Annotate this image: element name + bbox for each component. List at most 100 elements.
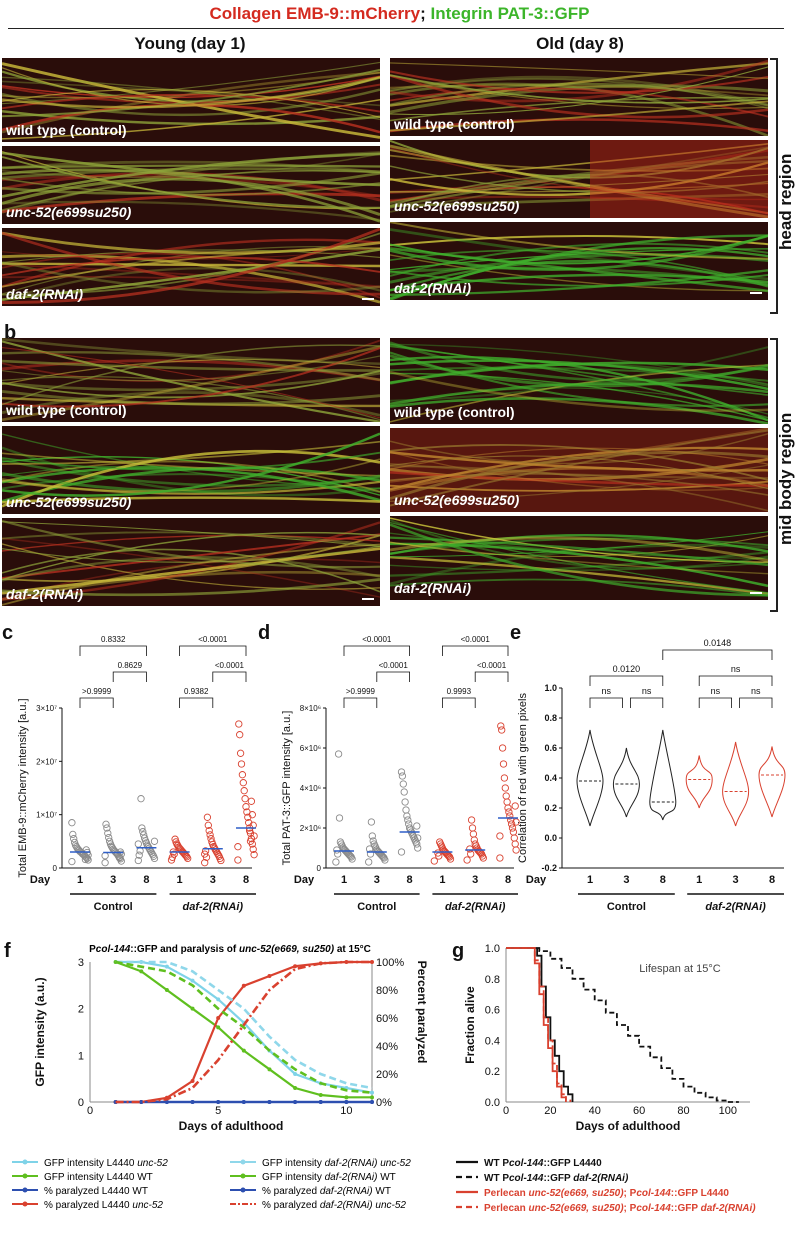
- significance-bracket: [589, 675, 664, 686]
- data-point: [402, 806, 410, 814]
- data-point: [399, 780, 407, 788]
- y-tick-label: 8×10⁶: [300, 704, 321, 713]
- y-right-axis-label: Percent paralyzed: [415, 961, 429, 1064]
- micrograph-fiber: [2, 452, 380, 477]
- micrograph-fiber: [390, 450, 768, 472]
- legend-span: ::GFP L4440: [671, 1188, 730, 1199]
- micrograph-label: wild type (control): [394, 404, 515, 420]
- x-row-label: Day: [294, 874, 315, 886]
- micrograph-texture: [2, 58, 380, 142]
- micrograph-b_young-2: daf-2(RNAi): [2, 518, 380, 606]
- legend-span: % paralyzed: [262, 1200, 320, 1211]
- legend-marker: [240, 1173, 246, 1179]
- group-label: Control: [607, 901, 646, 913]
- micrograph-fiber: [2, 578, 380, 597]
- micrograph-fiber: [390, 74, 768, 119]
- x-tick-label: 1: [587, 874, 593, 886]
- x-tick-label: 1: [439, 874, 445, 886]
- legend-span: col-144: [509, 1158, 544, 1169]
- legend-span: WT P: [484, 1158, 509, 1169]
- data-point: [207, 835, 215, 843]
- data-point: [398, 772, 407, 780]
- micrograph-fiber: [390, 160, 768, 209]
- micrograph-fiber: [390, 432, 768, 465]
- micrograph-fiber: [390, 578, 768, 597]
- p-value-label: >0.9999: [346, 687, 376, 696]
- series-marker: [370, 1100, 374, 1104]
- x-tick-label: 1: [341, 874, 347, 886]
- micrograph-fiber: [390, 156, 768, 205]
- data-point: [496, 832, 504, 840]
- x-tick-label: 20: [544, 1105, 556, 1117]
- data-point: [171, 835, 179, 843]
- survival-curve: [506, 947, 739, 1103]
- data-point: [430, 857, 438, 865]
- micrograph-fiber: [2, 252, 380, 299]
- y-tick-label: 2×10⁷: [36, 757, 57, 766]
- y-tick-label: 0.4: [485, 1035, 500, 1047]
- series-marker: [293, 1086, 298, 1090]
- micrograph-fiber: [390, 59, 768, 103]
- micrograph-fiber: [2, 160, 380, 174]
- p-value-label: 0.9382: [184, 687, 209, 696]
- legend-span: Perlecan: [484, 1203, 528, 1214]
- legend-span: ; P: [624, 1203, 637, 1214]
- micrograph-fiber: [2, 231, 380, 296]
- data-point: [336, 838, 345, 846]
- micrograph-fiber: [390, 247, 768, 300]
- significance-bracket: [79, 645, 147, 656]
- micrograph-texture: [390, 338, 768, 424]
- micrograph-fiber: [390, 537, 768, 555]
- micrograph-texture: [2, 146, 380, 224]
- data-point: [497, 722, 505, 730]
- micrograph-fiber: [2, 521, 380, 601]
- micrograph-fiber: [2, 466, 380, 502]
- y-right-tick-label: 80%: [376, 985, 398, 997]
- significance-bracket: [442, 697, 476, 708]
- mid-region-label: mid body region: [776, 412, 795, 545]
- micrograph-fiber: [2, 340, 380, 422]
- data-point: [469, 830, 478, 838]
- mid-region-bracket: [770, 338, 778, 612]
- group-label: daf-2(RNAi): [705, 901, 766, 913]
- micrograph-fiber: [390, 463, 768, 480]
- micrograph-fiber: [390, 234, 768, 247]
- y-tick-label: -0.2: [541, 863, 557, 873]
- legend-label: GFP intensity L4440 WT: [44, 1172, 153, 1183]
- data-point: [115, 854, 124, 862]
- legend-label: GFP intensity L4440 unc-52: [44, 1158, 168, 1169]
- panel-letter-g: g: [452, 940, 465, 962]
- data-point: [136, 847, 144, 855]
- series-marker: [344, 1100, 349, 1104]
- x-tick-label: 8: [505, 874, 511, 886]
- micrograph-texture: [2, 518, 380, 606]
- panel-letter-d: d: [258, 622, 271, 644]
- x-axis-label: Days of adulthood: [576, 1119, 681, 1133]
- violin: [649, 729, 677, 821]
- micrograph-fiber: [390, 523, 768, 597]
- data-point: [365, 858, 373, 866]
- data-point: [401, 798, 409, 806]
- micrograph-fiber: [390, 222, 768, 260]
- header-young: Young (day 1): [134, 34, 246, 53]
- significance-bracket: [589, 697, 623, 708]
- micrograph-label: wild type (control): [394, 116, 515, 132]
- y-tick-label: 1×10⁷: [36, 811, 57, 820]
- legend-span: daf-2(RNAi): [701, 1203, 757, 1214]
- micrograph-fiber: [390, 562, 768, 572]
- micrograph-fiber: [390, 521, 768, 594]
- group-label: Control: [94, 901, 133, 913]
- legend-span: WT: [377, 1172, 395, 1183]
- head-region-bracket: [770, 58, 778, 314]
- data-point: [134, 840, 142, 848]
- micrograph-fiber: [2, 543, 380, 590]
- data-point: [501, 784, 509, 792]
- micrograph-label: daf-2(RNAi): [394, 580, 471, 596]
- p-value-label: 0.0120: [613, 664, 641, 674]
- series-line: [115, 960, 372, 1104]
- micrograph-texture: [390, 58, 768, 136]
- x-tick-label: 80: [677, 1105, 689, 1117]
- significance-bracket: [343, 645, 410, 656]
- p-value-label: <0.0001: [477, 661, 507, 670]
- data-point: [332, 858, 340, 866]
